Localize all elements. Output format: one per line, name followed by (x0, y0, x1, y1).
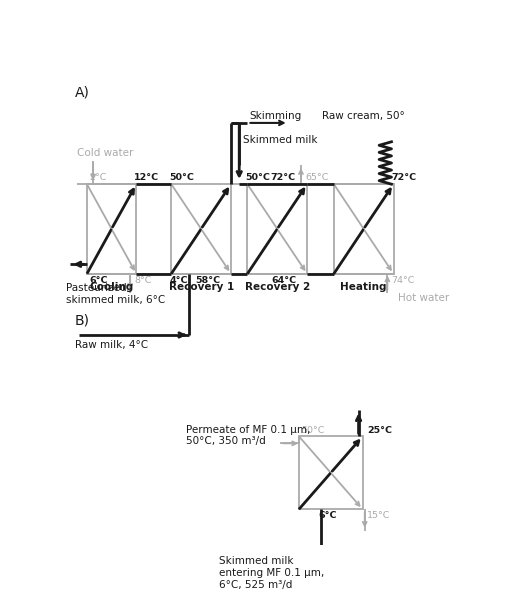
Text: 4°C: 4°C (169, 276, 188, 285)
Text: 50°C: 50°C (245, 173, 270, 182)
Text: 6°C: 6°C (89, 276, 107, 285)
Text: A): A) (74, 85, 90, 99)
Text: 6°C: 6°C (318, 511, 337, 520)
Text: 12°C: 12°C (134, 173, 159, 182)
Text: 25°C: 25°C (367, 426, 392, 435)
Text: 65°C: 65°C (305, 173, 329, 182)
Text: Hot water: Hot water (398, 293, 449, 302)
Bar (299, 436, 363, 509)
Bar (87, 184, 136, 274)
Text: Raw milk, 4°C: Raw milk, 4°C (74, 340, 148, 349)
Text: Recovery 2: Recovery 2 (245, 282, 310, 292)
Text: 72°C: 72°C (391, 173, 417, 182)
Text: 2°C: 2°C (89, 173, 106, 182)
Text: 72°C: 72°C (270, 173, 295, 182)
Text: Skimming: Skimming (250, 111, 302, 121)
Text: 64°C: 64°C (271, 276, 296, 285)
Text: Recovery 1: Recovery 1 (168, 282, 234, 292)
Text: Skimmed milk
entering MF 0.1 μm,
6°C, 525 m³/d: Skimmed milk entering MF 0.1 μm, 6°C, 52… (219, 556, 324, 589)
Text: 58°C: 58°C (195, 276, 220, 285)
Text: 74°C: 74°C (391, 276, 415, 285)
Text: Skimmed milk: Skimmed milk (243, 135, 318, 144)
Text: Cooling: Cooling (90, 282, 134, 292)
Text: 50°C: 50°C (301, 426, 324, 435)
Text: B): B) (74, 314, 90, 328)
Text: Permeate of MF 0.1 μm,
50°C, 350 m³/d: Permeate of MF 0.1 μm, 50°C, 350 m³/d (186, 425, 310, 446)
Text: 50°C: 50°C (169, 173, 194, 182)
Text: 8°C: 8°C (134, 276, 152, 285)
Bar (247, 184, 307, 274)
Text: 15°C: 15°C (367, 511, 390, 520)
Bar (172, 184, 231, 274)
Text: Pasteurized
skimmed milk, 6°C: Pasteurized skimmed milk, 6°C (66, 283, 166, 305)
Text: Raw cream, 50°: Raw cream, 50° (322, 111, 404, 121)
Text: Heating: Heating (340, 282, 387, 292)
Bar (334, 184, 393, 274)
Text: Cold water: Cold water (76, 148, 133, 159)
